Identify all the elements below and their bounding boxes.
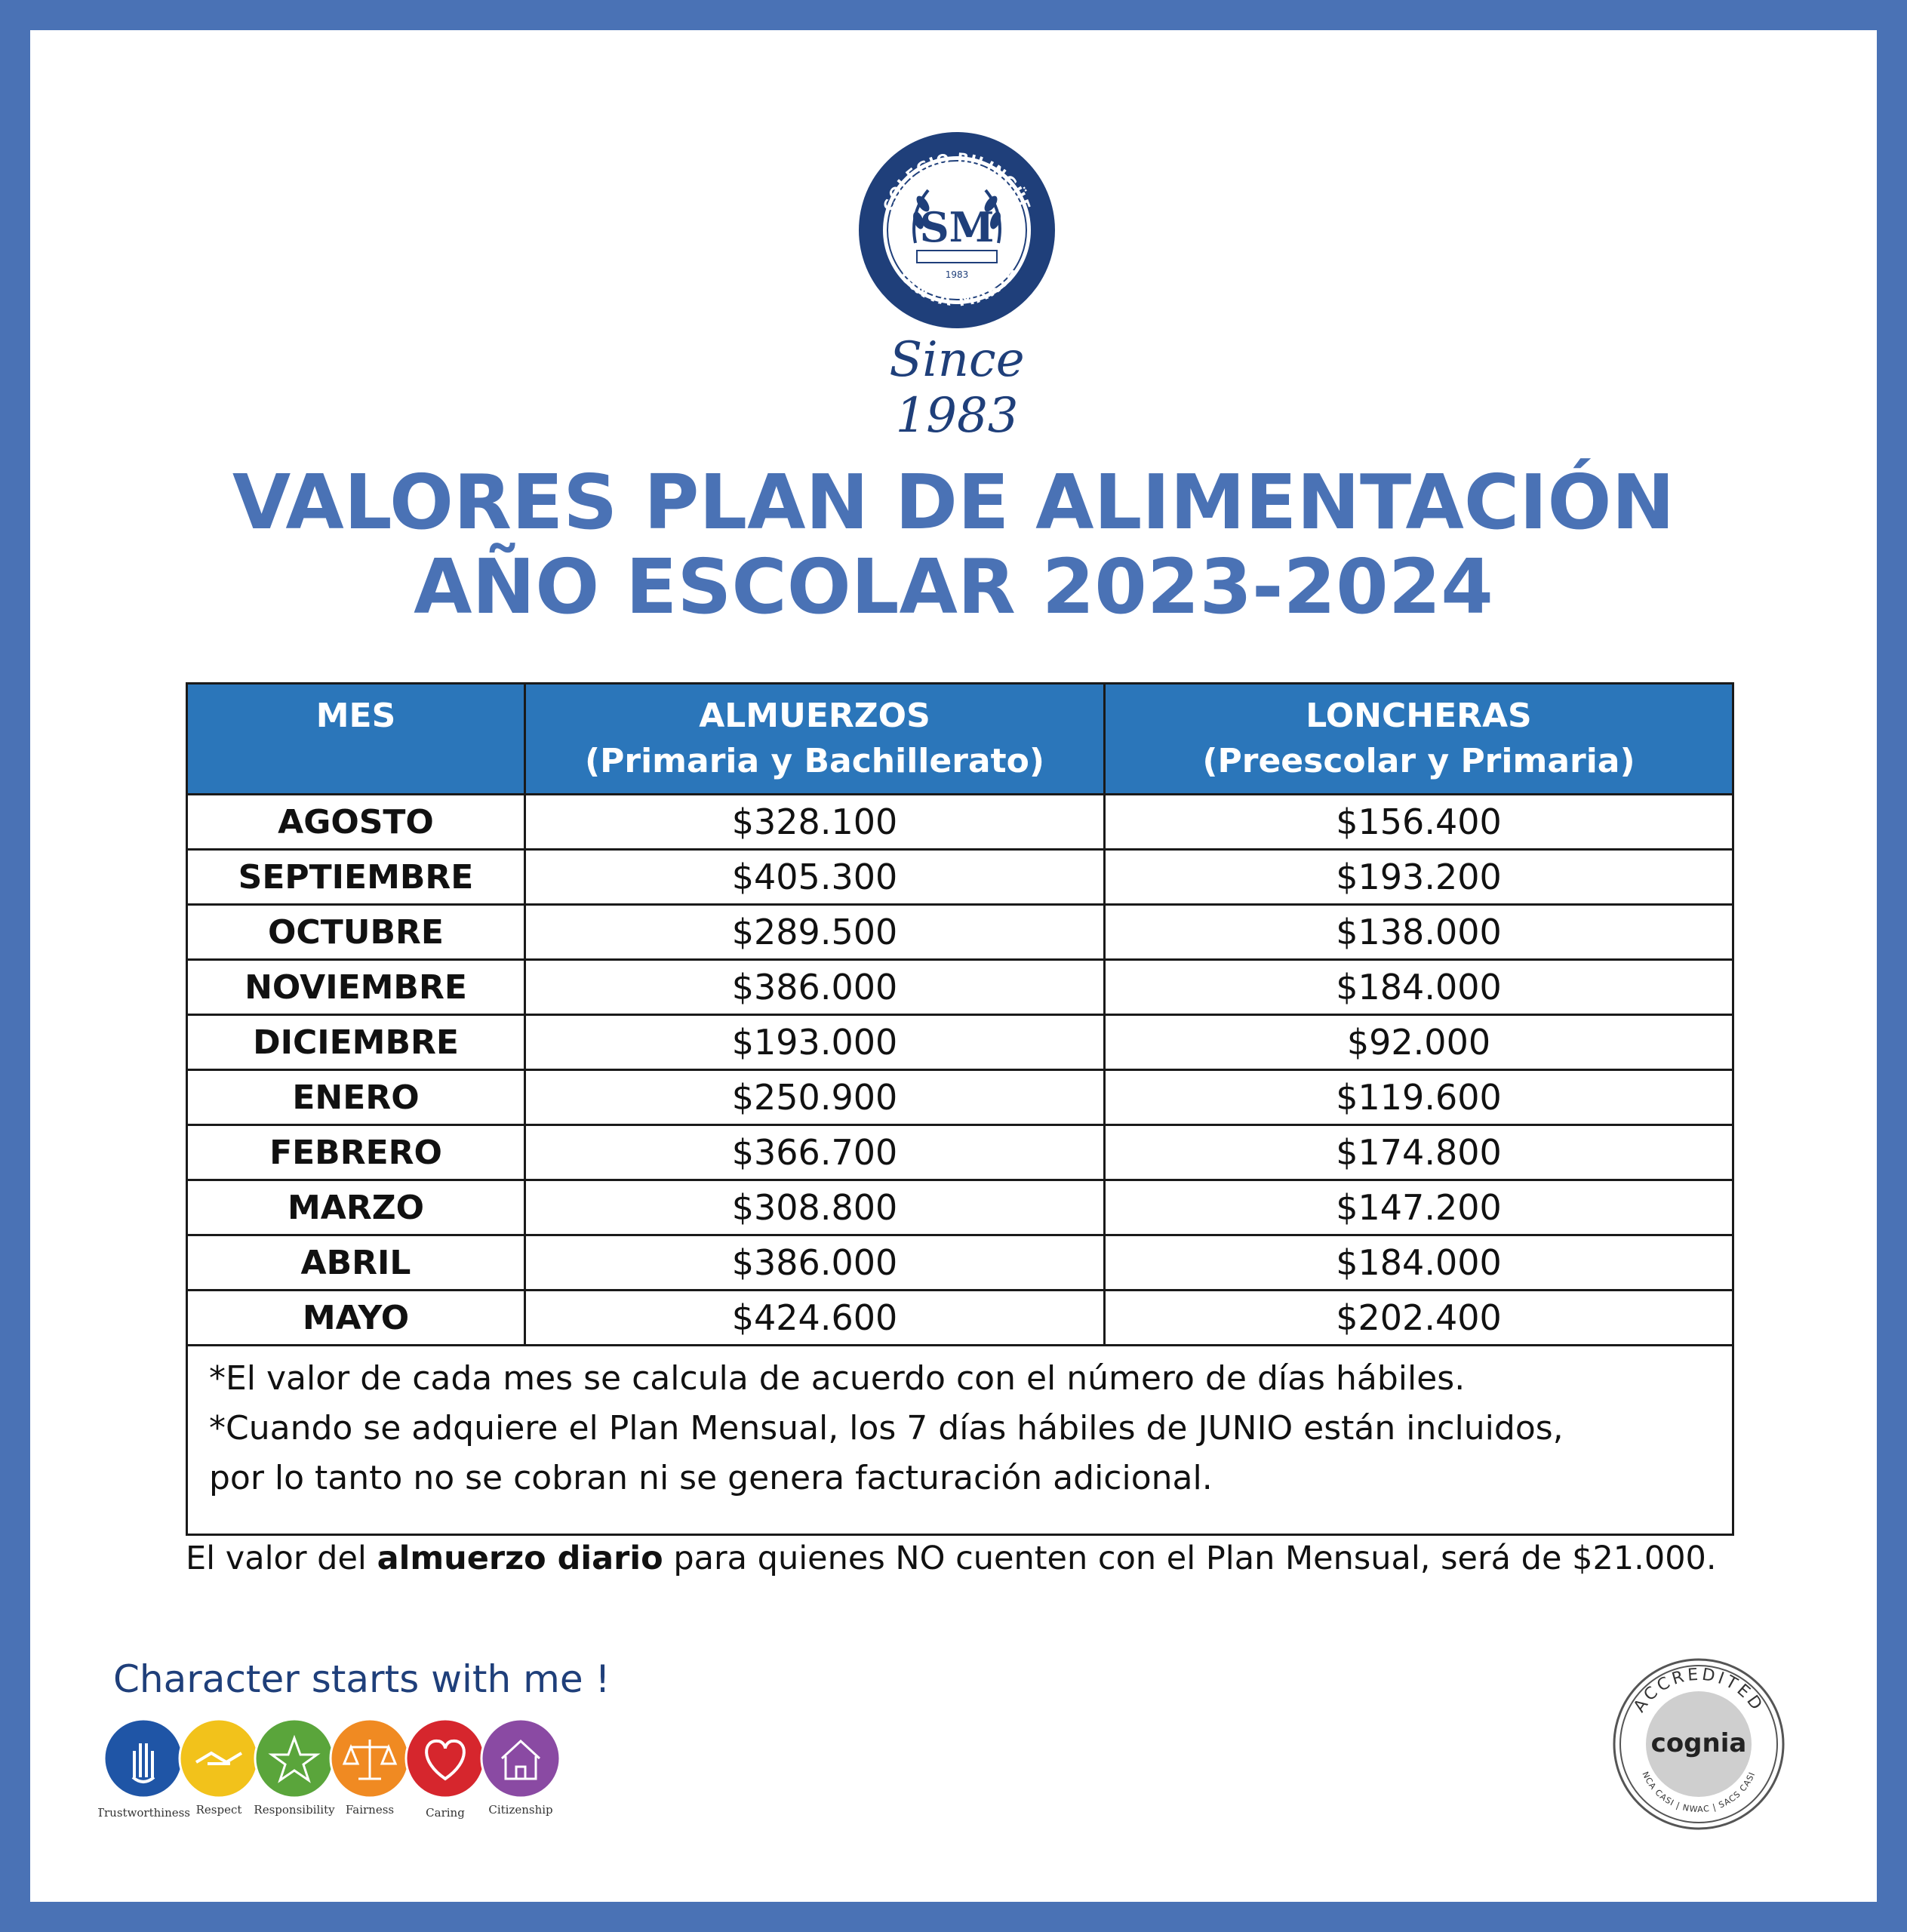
- almuerzos-cell: $386.000: [524, 1234, 1106, 1291]
- table-row: MAYO $424.600 $202.400: [186, 1289, 1734, 1346]
- loncheras-cell: $202.400: [1103, 1289, 1734, 1346]
- table-row: AGOSTO $328.100 $156.400: [186, 793, 1734, 851]
- character-values-logos: Trustworthiness Respect Responsibility F…: [98, 1718, 561, 1820]
- hand-icon: [131, 1743, 155, 1783]
- school-seal-logo: COLEGIO BILINGÜE SANTA MARTA SM 1983: [859, 132, 1055, 328]
- value-caring: Caring: [404, 1718, 486, 1820]
- value-responsibility: Responsibility: [254, 1718, 335, 1817]
- cognia-accreditation-badge: ACCREDITED NCA CASI | NWAC | SACS CASI c…: [1613, 1658, 1785, 1830]
- table-row: SEPTIEMBRE $405.300 $193.200: [186, 848, 1734, 906]
- month-cell: DICIEMBRE: [186, 1014, 526, 1071]
- house-icon: [500, 1739, 541, 1780]
- table-row: ENERO $250.900 $119.600: [186, 1069, 1734, 1126]
- scales-icon: [342, 1740, 398, 1780]
- seal-monogram: SM: [920, 203, 995, 251]
- svg-text:Trustworthiness: Trustworthiness: [98, 1806, 190, 1820]
- title-line-1: VALORES PLAN DE ALIMENTACIÓN: [232, 458, 1675, 546]
- since-year: Since 1983: [889, 332, 1025, 444]
- value-respect: Respect: [178, 1718, 260, 1817]
- fees-table: MES ALMUERZOS (Primaria y Bachillerato) …: [186, 682, 1734, 1536]
- note-line: *Cuando se adquiere el Plan Mensual, los…: [209, 1409, 1564, 1447]
- loncheras-cell: $184.000: [1103, 958, 1734, 1016]
- value-fairness: Fairness: [329, 1718, 411, 1817]
- loncheras-cell: $119.600: [1103, 1069, 1734, 1126]
- almuerzos-cell: $366.700: [524, 1124, 1106, 1181]
- table-row: OCTUBRE $289.500 $138.000: [186, 903, 1734, 961]
- month-cell: ABRIL: [186, 1234, 526, 1291]
- almuerzos-cell: $250.900: [524, 1069, 1106, 1126]
- almuerzos-cell: $308.800: [524, 1179, 1106, 1236]
- almuerzos-cell: $405.300: [524, 848, 1106, 906]
- svg-text:Responsibility: Responsibility: [254, 1803, 335, 1817]
- table-row: MARZO $308.800 $147.200: [186, 1179, 1734, 1236]
- loncheras-cell: $193.200: [1103, 848, 1734, 906]
- seal-year: 1983: [946, 269, 969, 280]
- month-cell: MARZO: [186, 1179, 526, 1236]
- month-cell: SEPTIEMBRE: [186, 848, 526, 906]
- table-row: NOVIEMBRE $386.000 $184.000: [186, 958, 1734, 1016]
- table-row: ABRIL $386.000 $184.000: [186, 1234, 1734, 1291]
- value-citizenship: Citizenship: [480, 1718, 561, 1817]
- month-cell: OCTUBRE: [186, 903, 526, 961]
- month-cell: AGOSTO: [186, 793, 526, 851]
- daily-lunch-note: El valor del almuerzo diario para quiene…: [186, 1540, 1717, 1577]
- month-cell: MAYO: [186, 1289, 526, 1346]
- loncheras-cell: $92.000: [1103, 1014, 1734, 1071]
- notes-row: *El valor de cada mes se calcula de acue…: [186, 1344, 1734, 1536]
- table-row: DICIEMBRE $193.000 $92.000: [186, 1014, 1734, 1071]
- almuerzos-cell: $424.600: [524, 1289, 1106, 1346]
- handshake-icon: [195, 1751, 243, 1765]
- table-header-row: MES ALMUERZOS (Primaria y Bachillerato) …: [186, 682, 1734, 795]
- header-mes: MES: [186, 682, 526, 795]
- loncheras-cell: $138.000: [1103, 903, 1734, 961]
- notes-cell: *El valor de cada mes se calcula de acue…: [186, 1344, 1734, 1536]
- almuerzos-cell: $289.500: [524, 903, 1106, 961]
- star-icon: [268, 1734, 321, 1783]
- daily-lunch-bold: almuerzo diario: [377, 1540, 663, 1577]
- header-loncheras: LONCHERAS (Preescolar y Primaria): [1103, 682, 1734, 795]
- loncheras-cell: $184.000: [1103, 1234, 1734, 1291]
- almuerzos-cell: $386.000: [524, 958, 1106, 1016]
- month-cell: NOVIEMBRE: [186, 958, 526, 1016]
- character-slogan: Character starts with me !: [113, 1657, 611, 1701]
- note-line: por lo tanto no se cobran ni se genera f…: [209, 1459, 1213, 1497]
- svg-text:Citizenship: Citizenship: [488, 1803, 552, 1817]
- page-title: VALORES PLAN DE ALIMENTACIÓN AÑO ESCOLAR…: [0, 460, 1907, 629]
- month-cell: FEBRERO: [186, 1124, 526, 1181]
- loncheras-cell: $156.400: [1103, 793, 1734, 851]
- svg-text:Fairness: Fairness: [346, 1803, 394, 1817]
- table-row: FEBRERO $366.700 $174.800: [186, 1124, 1734, 1181]
- month-cell: ENERO: [186, 1069, 526, 1126]
- almuerzos-cell: $328.100: [524, 793, 1106, 851]
- value-trustworthiness: Trustworthiness: [98, 1718, 190, 1820]
- almuerzos-cell: $193.000: [524, 1014, 1106, 1071]
- svg-text:Caring: Caring: [426, 1806, 465, 1820]
- note-line: *El valor de cada mes se calcula de acue…: [209, 1359, 1466, 1398]
- svg-text:Respect: Respect: [196, 1803, 242, 1817]
- loncheras-cell: $174.800: [1103, 1124, 1734, 1181]
- cognia-name: cognia: [1651, 1728, 1747, 1758]
- loncheras-cell: $147.200: [1103, 1179, 1734, 1236]
- title-line-2: AÑO ESCOLAR 2023-2024: [414, 543, 1493, 631]
- header-almuerzos: ALMUERZOS (Primaria y Bachillerato): [524, 682, 1106, 795]
- heart-icon: [425, 1739, 466, 1781]
